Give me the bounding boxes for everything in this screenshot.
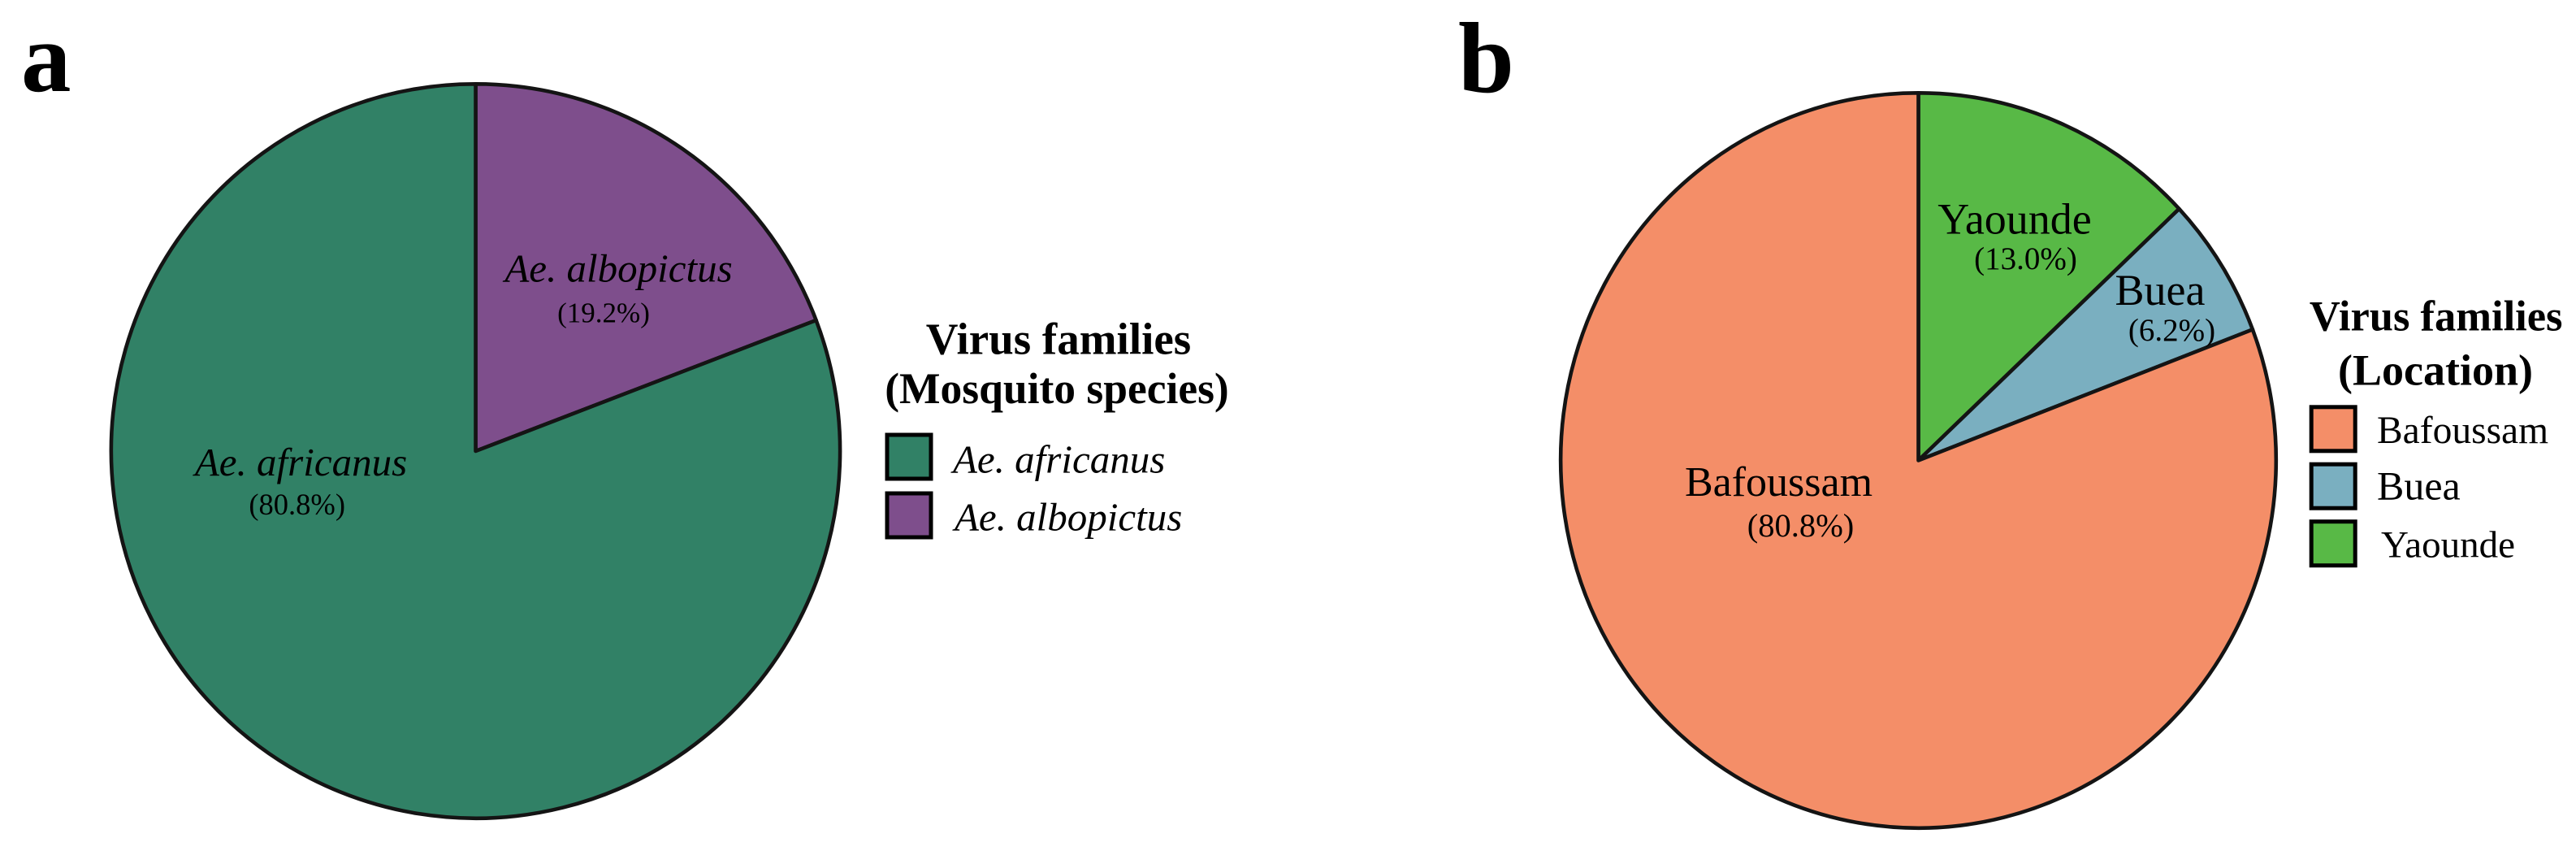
svg-text:Ae. africanus: Ae. africanus [193,440,407,484]
svg-text:(80.8%): (80.8%) [1747,507,1855,544]
svg-text:Buea: Buea [2377,463,2461,509]
svg-text:(19.2%): (19.2%) [557,297,650,329]
svg-text:a: a [21,2,71,113]
svg-text:(Mosquito species): (Mosquito species) [885,364,1229,413]
svg-text:Buea: Buea [2115,266,2206,315]
svg-text:Virus families: Virus families [2310,293,2563,341]
svg-text:Virus families: Virus families [926,315,1191,364]
svg-text:Yaounde: Yaounde [2381,524,2515,567]
svg-text:Bafoussam: Bafoussam [2377,410,2548,452]
svg-text:Ae. albopictus: Ae. albopictus [952,495,1182,540]
svg-text:(Location): (Location) [2338,346,2533,395]
svg-text:Bafoussam: Bafoussam [1685,459,1872,506]
svg-text:Ae. africanus: Ae. africanus [950,436,1165,481]
svg-text:b: b [1458,2,1514,114]
svg-text:Ae. albopictus: Ae. albopictus [502,246,732,291]
svg-text:(80.8%): (80.8%) [249,488,345,521]
svg-text:(6.2%): (6.2%) [2128,313,2215,348]
svg-text:Yaounde: Yaounde [1937,195,2092,244]
svg-text:(13.0%): (13.0%) [1974,241,2077,276]
